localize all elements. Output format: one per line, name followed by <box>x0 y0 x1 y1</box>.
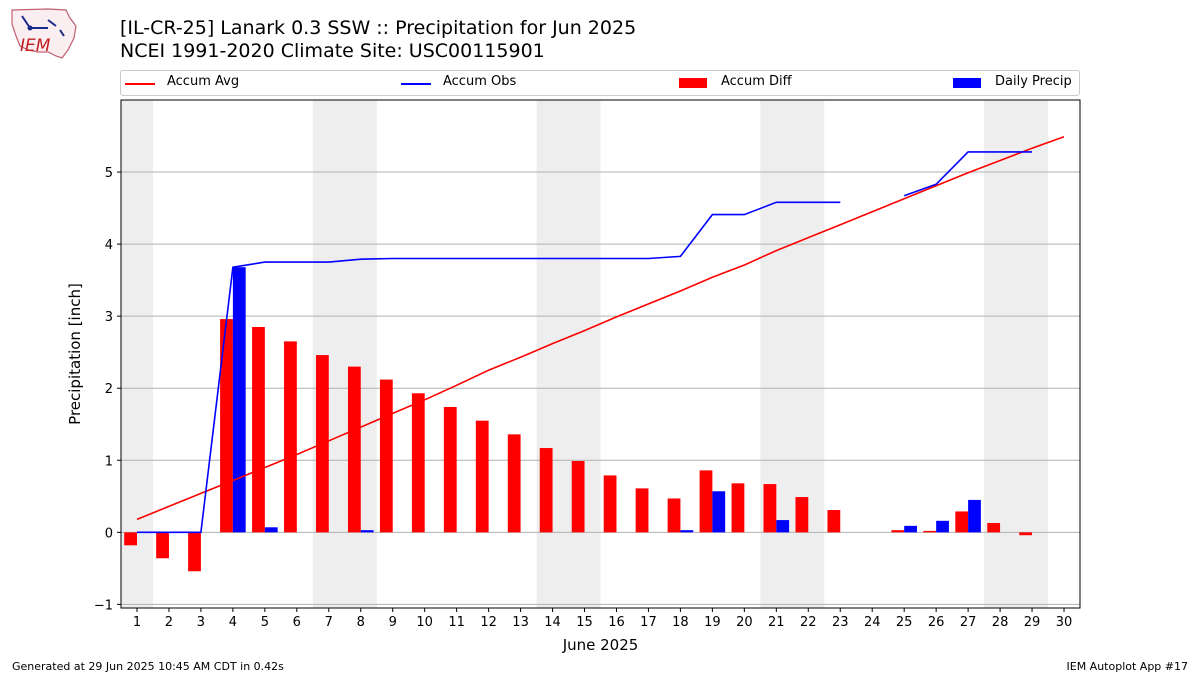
x-tick-label: 8 <box>357 615 365 630</box>
accum-diff-bar <box>667 498 681 533</box>
accum-diff-bar <box>571 461 585 533</box>
legend-swatch-accum-avg <box>125 83 155 85</box>
accum-diff-bar <box>955 511 969 533</box>
generated-timestamp: Generated at 29 Jun 2025 10:45 AM CDT in… <box>12 660 284 673</box>
legend-label-accum-diff: Accum Diff <box>721 74 792 89</box>
accum-diff-bar <box>635 488 649 533</box>
accum-diff-bar <box>827 510 841 533</box>
y-tick-label: 5 <box>105 166 113 181</box>
x-tick-label: 10 <box>416 615 433 630</box>
accum-diff-bar <box>443 406 457 533</box>
accum-diff-bar <box>411 393 425 533</box>
accum-avg-line <box>136 135 1065 521</box>
weather-symbol-icon <box>21 15 65 37</box>
daily-precip-bar <box>232 267 246 533</box>
legend-label-accum-obs: Accum Obs <box>443 74 517 89</box>
accum-diff-bar <box>603 475 617 533</box>
x-tick-label: 4 <box>229 615 237 630</box>
legend-swatch-daily-precip <box>953 78 981 88</box>
x-tick-label: 25 <box>896 615 913 630</box>
weekend-band <box>121 100 153 608</box>
y-tick-label: 0 <box>105 526 113 541</box>
accum-obs-line <box>137 201 841 534</box>
app-credit: IEM Autoplot App #17 <box>1066 660 1189 673</box>
daily-precip-bar <box>680 530 694 533</box>
x-axis-label: June 2025 <box>562 636 639 654</box>
accum-diff-bar <box>891 530 905 533</box>
x-tick-label: 19 <box>704 615 721 630</box>
y-tick-label: 1 <box>105 454 113 469</box>
plot-frame <box>120 99 1081 609</box>
accum-diff-bar <box>731 483 745 533</box>
legend-label-daily-precip: Daily Precip <box>995 74 1072 89</box>
x-tick-label: 15 <box>576 615 593 630</box>
accum-diff-bar <box>539 448 553 533</box>
x-tick-label: 18 <box>672 615 689 630</box>
accum-diff-bar <box>1019 532 1033 536</box>
x-tick-label: 2 <box>165 615 173 630</box>
accum-diff-bar <box>379 379 393 533</box>
accum-diff-bar <box>188 532 201 572</box>
chart-subtitle: NCEI 1991-2020 Climate Site: USC00115901 <box>120 40 545 62</box>
x-tick-label: 1 <box>133 615 141 630</box>
accum-obs-line <box>903 151 1032 197</box>
x-tick-label: 12 <box>480 615 497 630</box>
state-outline-icon <box>11 8 77 59</box>
accum-diff-bar <box>252 326 265 533</box>
x-tick-label: 6 <box>293 615 301 630</box>
daily-precip-bar <box>968 499 981 533</box>
x-tick-label: 16 <box>608 615 625 630</box>
x-tick-label: 7 <box>325 615 333 630</box>
accum-diff-bar <box>923 530 937 533</box>
x-tick-label: 29 <box>1024 615 1041 630</box>
x-tick-label: 3 <box>197 615 205 630</box>
accum-diff-bar <box>763 484 777 533</box>
legend-swatch-accum-obs <box>401 83 431 85</box>
x-tick-label: 17 <box>640 615 657 630</box>
y-tick-label: 3 <box>105 310 113 325</box>
accum-diff-bar <box>347 366 361 533</box>
x-tick-label: 13 <box>512 615 529 630</box>
x-tick-label: 28 <box>992 615 1009 630</box>
accum-diff-bar <box>987 522 1001 533</box>
x-tick-label: 22 <box>800 615 817 630</box>
x-tick-label: 9 <box>389 615 397 630</box>
x-tick-label: 11 <box>448 615 465 630</box>
x-tick-label: 27 <box>960 615 977 630</box>
accum-diff-bar <box>507 434 521 533</box>
x-tick-label: 14 <box>544 615 561 630</box>
y-tick-label: 2 <box>105 382 113 397</box>
x-tick-label: 30 <box>1056 615 1073 630</box>
daily-precip-bar <box>904 525 917 533</box>
y-tick-label: −1 <box>94 598 113 613</box>
x-tick-label: 24 <box>864 615 881 630</box>
x-tick-label: 5 <box>261 615 269 630</box>
accum-diff-bar <box>156 532 169 559</box>
accum-diff-bar <box>220 319 233 533</box>
daily-precip-bar <box>776 520 790 533</box>
y-axis-label: Precipitation [inch] <box>66 283 84 425</box>
daily-precip-bar <box>264 527 278 533</box>
x-tick-label: 23 <box>832 615 849 630</box>
chart-title: [IL-CR-25] Lanark 0.3 SSW :: Precipitati… <box>120 17 637 39</box>
iem-logo: IEM <box>11 8 77 59</box>
legend-label-accum-avg: Accum Avg <box>167 74 240 89</box>
accum-diff-bar <box>284 341 297 533</box>
daily-precip-bar <box>360 530 374 533</box>
x-tick-label: 26 <box>928 615 945 630</box>
accum-diff-bar <box>475 420 489 533</box>
logo-text: IEM <box>20 36 51 56</box>
x-tick-label: 21 <box>768 615 785 630</box>
y-tick-label: 4 <box>105 238 113 253</box>
legend-swatch-accum-diff <box>679 78 707 88</box>
daily-precip-bar <box>712 491 726 533</box>
chart-legend: Accum Avg Accum Obs Accum Diff Daily Pre… <box>120 70 1080 96</box>
accum-diff-bar <box>795 497 809 533</box>
x-tick-label: 20 <box>736 615 753 630</box>
daily-precip-bar <box>936 520 949 533</box>
accum-diff-bar <box>699 470 713 533</box>
accum-diff-bar <box>124 532 137 546</box>
